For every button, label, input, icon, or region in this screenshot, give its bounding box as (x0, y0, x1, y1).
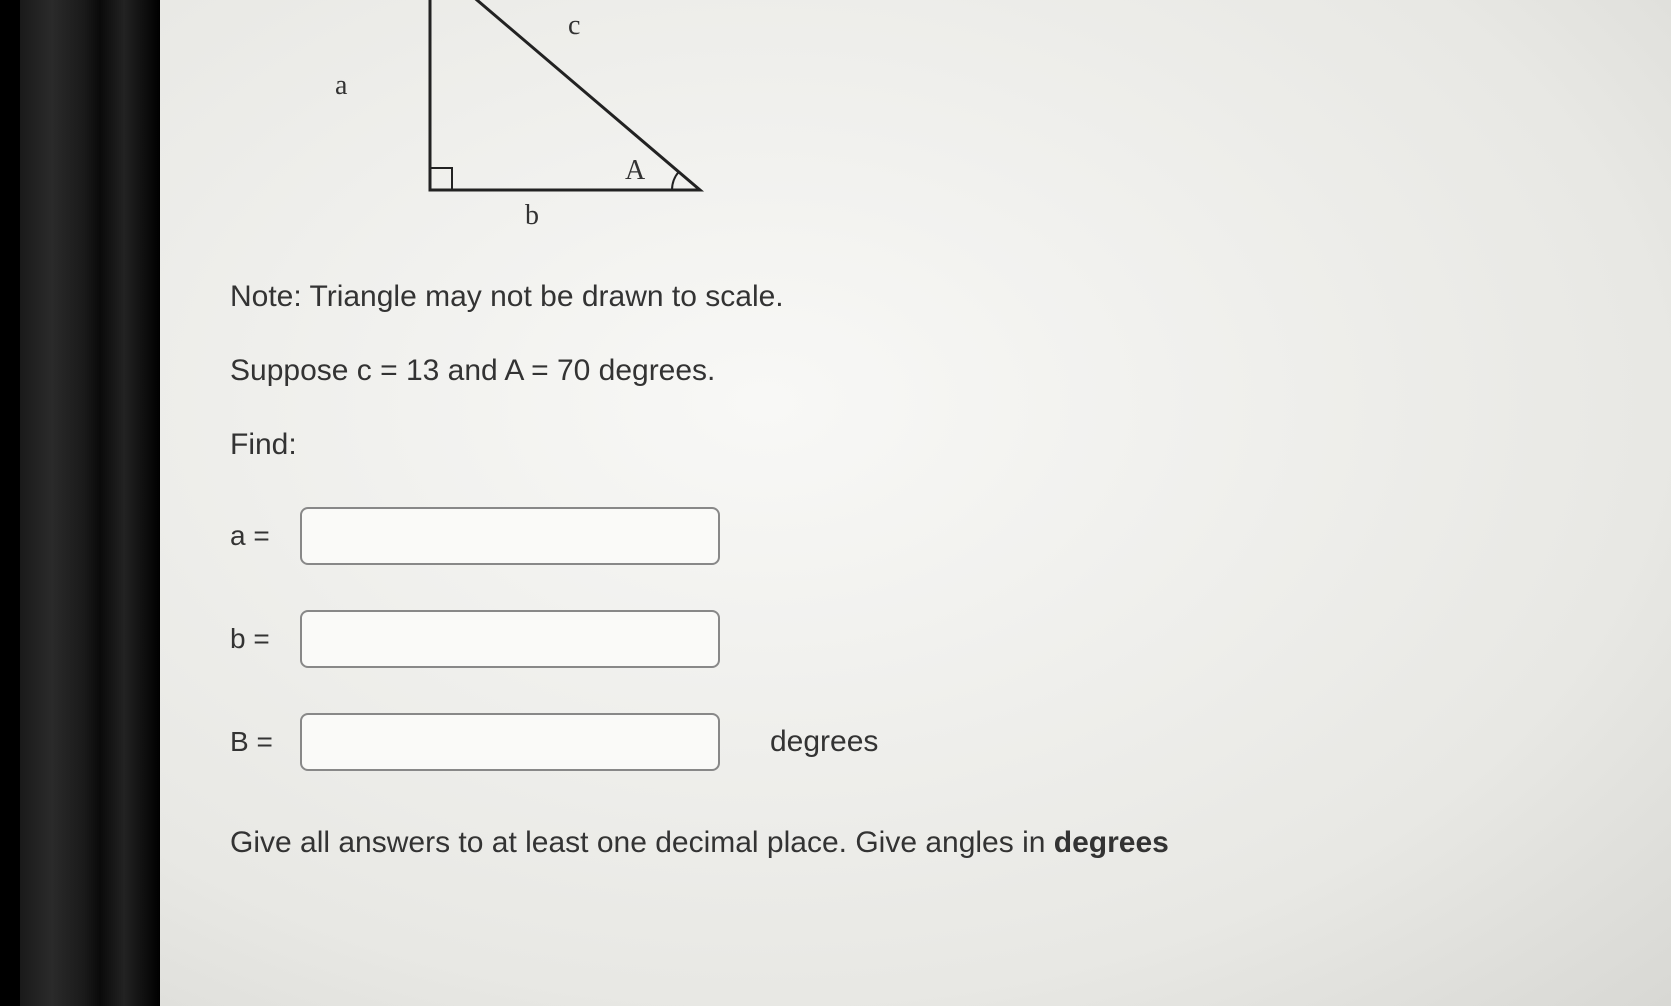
problem-content: a b c A Note: Triangle may not be drawn … (230, 0, 1621, 860)
side-b-label: b (525, 200, 539, 232)
given-values-text: Suppose c = 13 and A = 70 degrees. (230, 354, 1621, 388)
note-text: Note: Triangle may not be drawn to scale… (230, 280, 1621, 314)
input-row-a: a = (230, 507, 1621, 565)
device-frame-outer (20, 0, 100, 1006)
instruction-bold: degrees (1054, 826, 1169, 859)
instruction-prefix: Give all answers to at least one decimal… (230, 826, 1054, 859)
device-frame-inner (100, 0, 160, 1006)
input-b-label: b = (230, 623, 290, 655)
triangle-diagram: a b c A (280, 0, 1621, 240)
input-b-field[interactable] (300, 610, 720, 668)
page-background: a b c A Note: Triangle may not be drawn … (160, 0, 1671, 1006)
input-a-label: a = (230, 520, 290, 552)
input-B-field[interactable] (300, 713, 720, 771)
side-a-label: a (335, 70, 347, 102)
find-label: Find: (230, 428, 1621, 462)
input-B-label: B = (230, 726, 290, 758)
side-c-label: c (568, 10, 580, 42)
input-row-B: B = degrees (230, 713, 1621, 771)
input-row-b: b = (230, 610, 1621, 668)
angle-A-label: A (625, 155, 645, 187)
instruction-text: Give all answers to at least one decimal… (230, 826, 1621, 860)
input-B-unit: degrees (770, 725, 878, 759)
input-a-field[interactable] (300, 507, 720, 565)
